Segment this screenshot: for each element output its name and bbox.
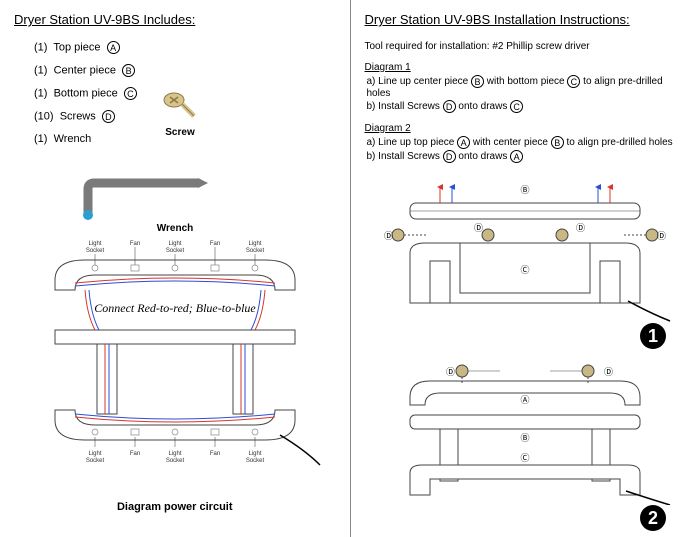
svg-text:Ⓓ: Ⓓ bbox=[657, 231, 666, 241]
part-qty: (10) bbox=[34, 110, 54, 122]
instructions-title: Dryer Station UV-9BS Installation Instru… bbox=[365, 12, 687, 27]
svg-text:Ⓓ: Ⓓ bbox=[384, 231, 393, 241]
part-name: Center piece bbox=[54, 64, 116, 76]
includes-title: Dryer Station UV-9BS Includes: bbox=[14, 12, 336, 27]
part-letter: D bbox=[102, 110, 115, 123]
part-letter: A bbox=[107, 41, 120, 54]
step-number-1: 1 bbox=[640, 323, 666, 349]
wrench-label: Wrench bbox=[140, 223, 210, 234]
part-qty: (1) bbox=[34, 64, 47, 76]
part-qty: (1) bbox=[34, 41, 47, 53]
svg-text:Ⓒ: Ⓒ bbox=[521, 265, 530, 275]
diagram2-head: Diagram 2 bbox=[365, 123, 687, 134]
svg-text:Ⓑ: Ⓑ bbox=[521, 433, 530, 443]
svg-text:Fan: Fan bbox=[210, 451, 220, 457]
svg-text:Fan: Fan bbox=[210, 241, 220, 247]
assembly-diagram-2: Ⓐ Ⓓ Ⓓ Ⓑ Ⓒ bbox=[370, 355, 680, 505]
svg-text:Ⓓ: Ⓓ bbox=[446, 367, 455, 377]
wrench-icon bbox=[80, 175, 210, 220]
part-letter: C bbox=[124, 87, 137, 100]
instructions-column: Dryer Station UV-9BS Installation Instru… bbox=[351, 0, 700, 537]
part-name: Screws bbox=[60, 110, 96, 122]
svg-text:Ⓓ: Ⓓ bbox=[576, 223, 585, 233]
step-number-2: 2 bbox=[640, 505, 666, 531]
step-text: a) Line up center piece B with bottom pi… bbox=[367, 75, 687, 99]
svg-text:Fan: Fan bbox=[130, 451, 140, 457]
svg-text:Ⓒ: Ⓒ bbox=[521, 453, 530, 463]
svg-text:Light: Light bbox=[248, 241, 261, 247]
svg-text:Light: Light bbox=[248, 451, 261, 457]
svg-text:Socket: Socket bbox=[86, 458, 105, 464]
diagram1-steps: a) Line up center piece B with bottom pi… bbox=[367, 75, 687, 113]
list-item: (1) Center piece B bbox=[34, 64, 336, 77]
screw-label: Screw bbox=[160, 127, 200, 138]
power-circuit-diagram: LightSocket Fan LightSocket Fan LightSoc… bbox=[25, 225, 325, 495]
svg-text:Ⓓ: Ⓓ bbox=[604, 367, 613, 377]
svg-text:Ⓑ: Ⓑ bbox=[521, 185, 530, 195]
svg-text:Socket: Socket bbox=[246, 248, 265, 254]
svg-text:Socket: Socket bbox=[86, 248, 105, 254]
step-text: b) Install Screws D onto draws A bbox=[367, 150, 687, 163]
step-text: a) Line up top piece A with center piece… bbox=[367, 136, 687, 149]
svg-text:Ⓓ: Ⓓ bbox=[474, 223, 483, 233]
diagram2-steps: a) Line up top piece A with center piece… bbox=[367, 136, 687, 163]
svg-text:Light: Light bbox=[88, 451, 101, 457]
assembly-diagram-1: Ⓑ Ⓒ Ⓓ Ⓓ Ⓓ Ⓓ bbox=[370, 173, 680, 323]
part-letter: B bbox=[122, 64, 135, 77]
step-text: b) Install Screws D onto draws C bbox=[367, 100, 687, 113]
svg-text:Fan: Fan bbox=[130, 241, 140, 247]
connect-note: Connect Red-to-red; Blue-to-blue bbox=[65, 301, 285, 316]
part-qty: (1) bbox=[34, 133, 47, 145]
part-name: Wrench bbox=[54, 133, 92, 145]
svg-text:Ⓐ: Ⓐ bbox=[521, 395, 530, 405]
screw-icon bbox=[160, 90, 200, 124]
svg-text:Socket: Socket bbox=[166, 458, 185, 464]
list-item: (1) Top piece A bbox=[34, 41, 336, 54]
part-name: Top piece bbox=[53, 41, 100, 53]
svg-text:Socket: Socket bbox=[246, 458, 265, 464]
power-diagram-caption: Diagram power circuit bbox=[14, 501, 336, 513]
svg-text:Light: Light bbox=[88, 241, 101, 247]
svg-text:Socket: Socket bbox=[166, 248, 185, 254]
svg-text:Light: Light bbox=[168, 241, 181, 247]
tool-required: Tool required for installation: #2 Phill… bbox=[365, 41, 687, 52]
screw-figure: Screw bbox=[160, 90, 200, 138]
includes-column: Dryer Station UV-9BS Includes: (1) Top p… bbox=[0, 0, 351, 537]
part-qty: (1) bbox=[34, 87, 47, 99]
part-name: Bottom piece bbox=[54, 87, 118, 99]
wrench-figure: Wrench bbox=[80, 175, 210, 234]
diagram1-head: Diagram 1 bbox=[365, 62, 687, 73]
svg-text:Light: Light bbox=[168, 451, 181, 457]
